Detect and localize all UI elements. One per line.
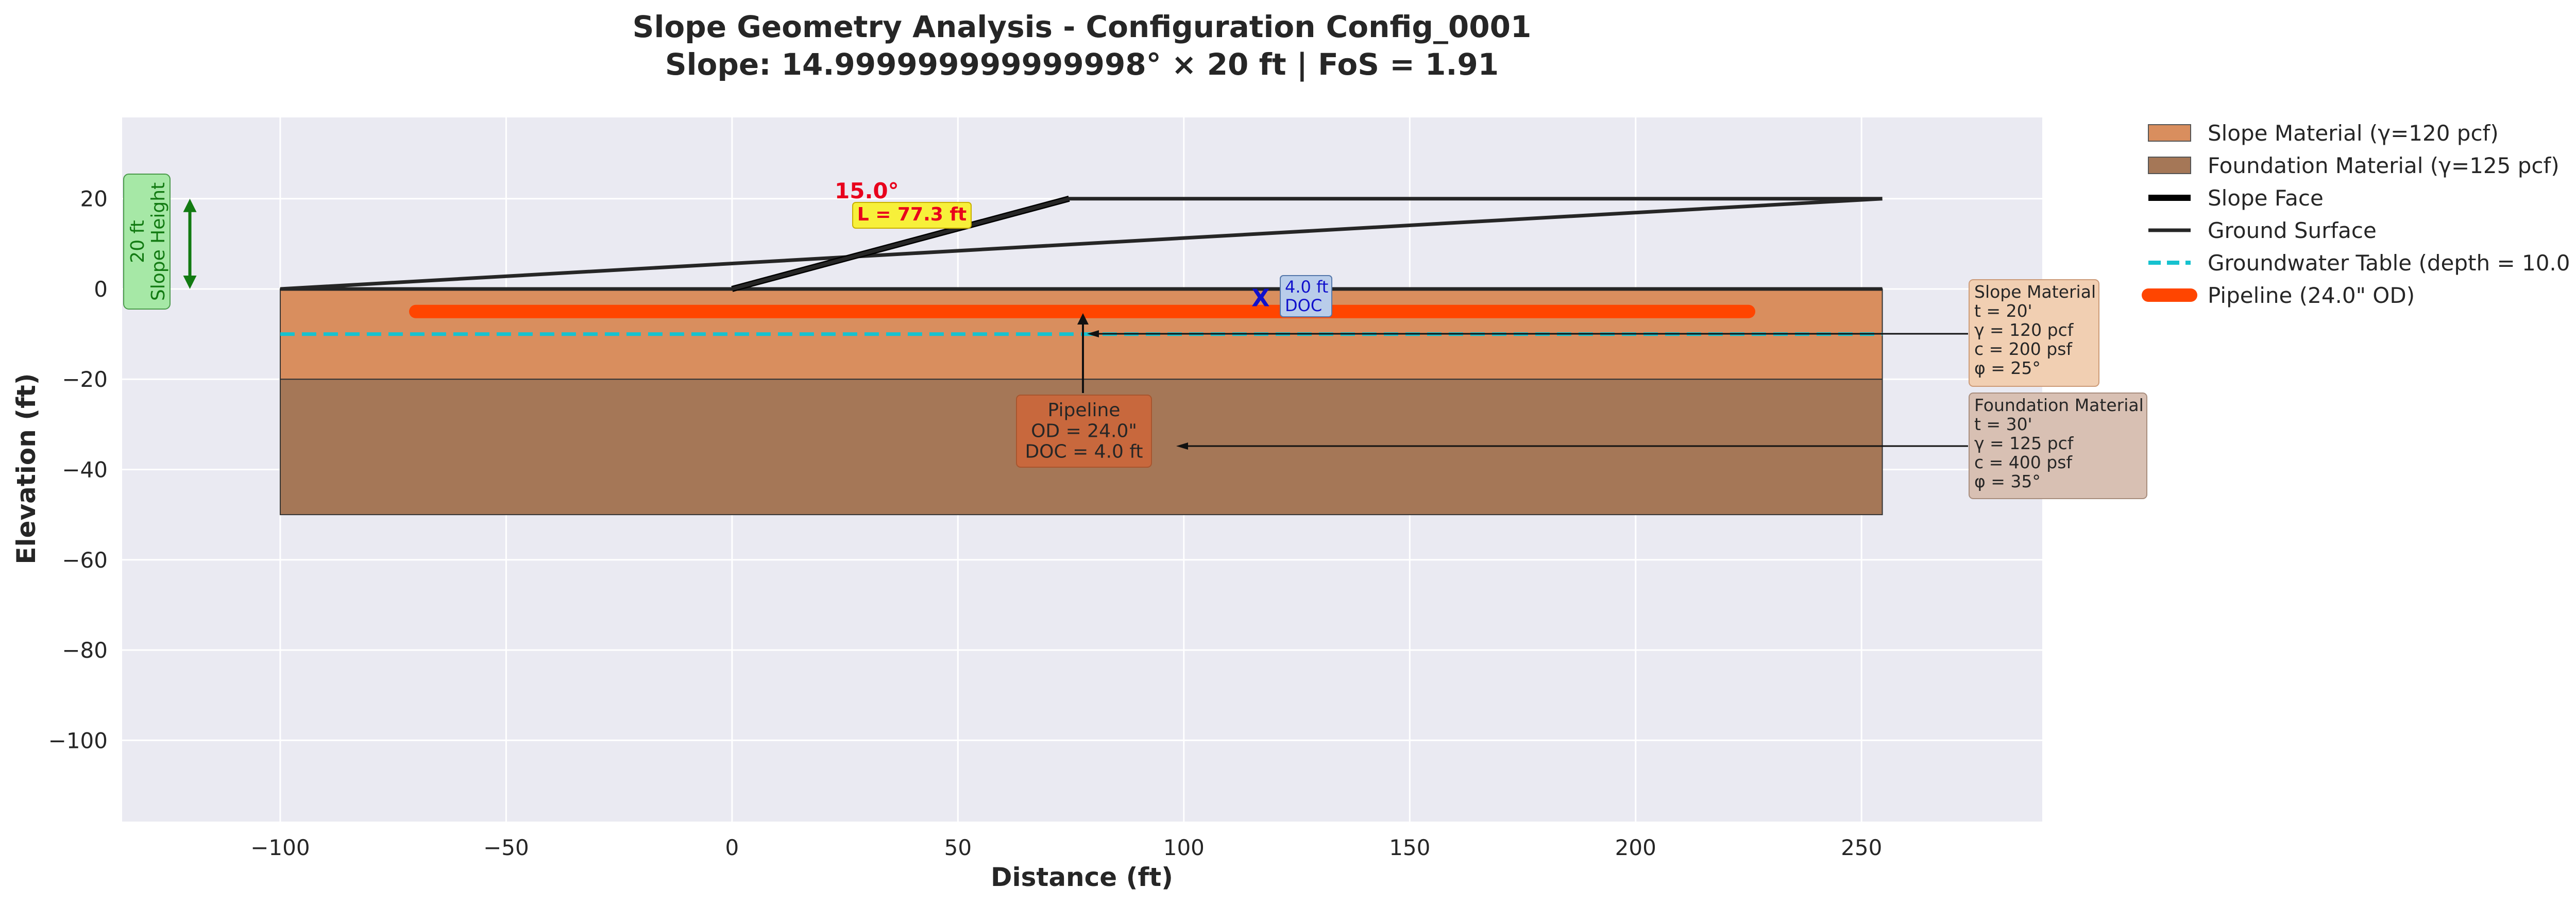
slope-length-box: [852, 202, 972, 229]
legend-label-1: Foundation Material (γ=125 pcf): [2208, 153, 2560, 178]
pipe-callout-arrowhead: [1077, 313, 1089, 325]
found-props-label: Foundation Material t = 30' γ = 125 pcf c =…: [1974, 395, 2144, 491]
doc-marker: X: [1251, 284, 1269, 312]
pipe-callout-label: Pipeline OD = 24.0" DOC = 4.0 ft: [1025, 400, 1143, 463]
ground-line-0: [280, 197, 1883, 291]
x-tick-label-5: 150: [1389, 835, 1430, 860]
x-tick-label-1: −50: [483, 835, 529, 860]
x-tick-label-7: 250: [1841, 835, 1882, 860]
legend-label-0: Slope Material (γ=120 pcf): [2208, 121, 2499, 146]
found-props-box: [1969, 393, 2147, 499]
annotations: X 20 ftSlope Height 15.0°L = 77.3 ft 4.0 ft…: [123, 174, 2147, 499]
slope-length-label: L = 77.3 ft: [857, 204, 967, 225]
series: [280, 195, 1883, 336]
slope-height-arrow-head-bottom: [183, 275, 197, 289]
x-ticks: −100 −50 0 50 100 150 200 250: [250, 835, 1882, 860]
y-tick-label-2: −60: [62, 548, 108, 573]
found-props-arrowhead: [1176, 442, 1188, 450]
doc-label: 4.0 ft DOC: [1285, 277, 1328, 315]
doc-box: [1280, 275, 1332, 317]
legend-label-3: Ground Surface: [2208, 218, 2377, 243]
slope-props-label: Slope Material t = 20' γ = 120 pcf c = 200 …: [1974, 282, 2096, 378]
legend-label-5: Pipeline (24.0" OD): [2208, 283, 2415, 308]
ground-surface-line: [280, 197, 1883, 291]
y-ticks: −100 −80 −60 −40 −20 0 20: [48, 186, 108, 754]
legend-label-4: Groundwater Table (depth = 10.0 ft): [2208, 250, 2576, 276]
chart-subtitle: Slope: 14.999999999999998° × 20 ft | FoS…: [665, 47, 1499, 82]
slope-height-box: [123, 174, 171, 310]
x-axis-label: Distance (ft): [991, 862, 1173, 892]
legend-swatch-1: [2148, 157, 2191, 174]
y-tick-label-5: 0: [94, 277, 108, 302]
slope-props-arrowhead: [1087, 330, 1099, 337]
y-tick-label-1: −80: [62, 638, 108, 663]
y-axis-label: Elevation (ft): [11, 373, 41, 564]
legend: Slope Material (γ=120 pcf) Foundation Mat…: [2142, 121, 2576, 308]
y-tick-label-6: 20: [80, 186, 108, 212]
slope-height-label: 20 ftSlope Height: [127, 182, 169, 301]
slope-angle-label: 15.0°: [835, 178, 899, 203]
slope-height-arrow-head-top: [183, 198, 197, 212]
slope-props-box: [1969, 279, 2099, 387]
legend-label-2: Slope Face: [2208, 185, 2324, 211]
x-tick-label-2: 0: [725, 835, 739, 860]
x-tick-label-0: −100: [250, 835, 310, 860]
legend-swatch-0: [2148, 124, 2191, 142]
x-tick-label-3: 50: [944, 835, 972, 860]
x-tick-label-4: 100: [1163, 835, 1205, 860]
chart-title: Slope Geometry Analysis - Configuration …: [633, 9, 1532, 44]
y-tick-label-4: −20: [62, 367, 108, 392]
x-tick-label-6: 200: [1615, 835, 1656, 860]
y-tick-label-3: −40: [62, 457, 108, 483]
y-tick-label-0: −100: [48, 728, 108, 753]
pipe-callout-box: [1016, 395, 1152, 468]
